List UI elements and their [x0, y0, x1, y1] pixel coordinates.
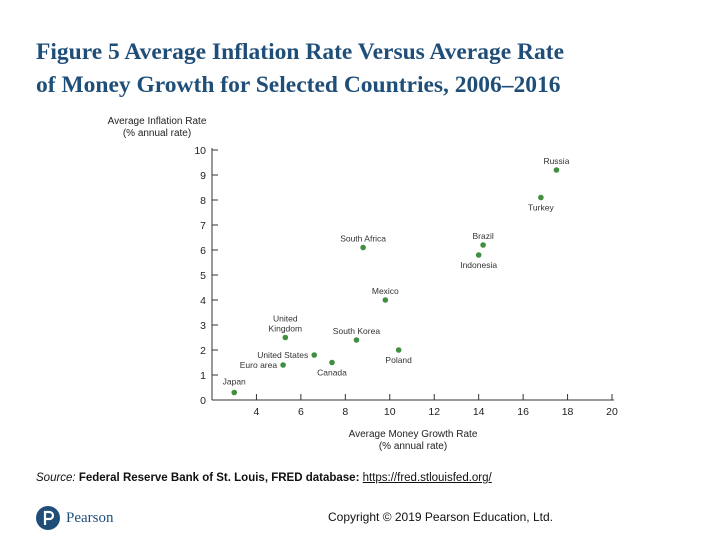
y-tick-label: 9	[200, 170, 206, 182]
y-tick-label: 2	[200, 345, 206, 357]
copyright-text: Copyright © 2019 Pearson Education, Ltd.	[328, 510, 553, 524]
slide-title: Figure 5 Average Inflation Rate Versus A…	[36, 36, 696, 102]
point-label: United	[273, 314, 298, 324]
data-point	[480, 242, 486, 248]
data-point	[280, 362, 286, 368]
point-label: Kingdom	[269, 324, 303, 334]
data-point	[311, 352, 318, 358]
data-point	[395, 347, 402, 353]
data-point	[382, 297, 389, 303]
point-label: South Africa	[340, 234, 386, 244]
x-tick-label: 12	[428, 406, 440, 418]
x-tick-label: 16	[517, 406, 529, 418]
source-text: Federal Reserve Bank of St. Louis, FRED …	[78, 472, 360, 484]
data-point	[475, 252, 482, 258]
title-line-1: Figure 5 Average Inflation Rate Versus A…	[36, 39, 565, 65]
data-point	[282, 334, 289, 341]
y-tick-label: 6	[200, 245, 206, 257]
data-point	[329, 359, 335, 366]
y-tick-label: 7	[200, 220, 206, 232]
source-link[interactable]: https://fred.stlouisfed.org/	[362, 472, 492, 484]
data-point	[231, 389, 238, 396]
data-point	[538, 194, 544, 201]
x-tick-label: 6	[298, 406, 304, 418]
point-label: Russia	[543, 156, 569, 166]
data-point	[360, 244, 366, 251]
point-label: United States	[257, 350, 308, 360]
pearson-logo: Pearson	[36, 506, 114, 530]
point-label: Poland	[385, 355, 412, 365]
y-tick-label: 1	[200, 370, 206, 382]
x-axis-title: Average Money Growth Rate	[349, 429, 478, 440]
pearson-logo-icon	[36, 506, 60, 530]
y-tick-label: 10	[194, 145, 206, 157]
point-label: Euro area	[240, 360, 278, 370]
point-label: Japan	[223, 377, 246, 387]
point-label: South Korea	[333, 326, 381, 336]
data-point	[553, 167, 560, 173]
x-tick-label: 4	[254, 406, 260, 418]
point-label: Turkey	[528, 203, 554, 213]
y-tick-label: 4	[200, 295, 206, 307]
x-tick-label: 20	[606, 406, 618, 418]
y-tick-label: 3	[200, 320, 206, 332]
point-label: Brazil	[472, 231, 493, 241]
x-axis-title: (% annual rate)	[379, 441, 447, 452]
point-label: Indonesia	[460, 260, 497, 270]
y-tick-label: 8	[200, 195, 206, 207]
source-note: Source: Federal Reserve Bank of St. Loui…	[36, 472, 492, 484]
x-tick-label: 8	[342, 406, 348, 418]
data-point	[353, 337, 360, 343]
x-tick-label: 10	[384, 406, 396, 418]
logo-text: Pearson	[66, 509, 114, 526]
y-axis-title: Average Inflation Rate	[108, 116, 207, 127]
y-tick-label: 5	[200, 270, 206, 282]
title-line-2: of Money Growth for Selected Countries, …	[36, 72, 561, 98]
x-tick-label: 18	[562, 406, 574, 418]
point-label: Canada	[317, 368, 347, 378]
x-tick-label: 14	[473, 406, 485, 418]
y-axis-title: (% annual rate)	[123, 128, 191, 139]
y-tick-label: 0	[200, 395, 206, 407]
point-label: Mexico	[372, 286, 399, 296]
source-label: Source:	[36, 472, 76, 484]
